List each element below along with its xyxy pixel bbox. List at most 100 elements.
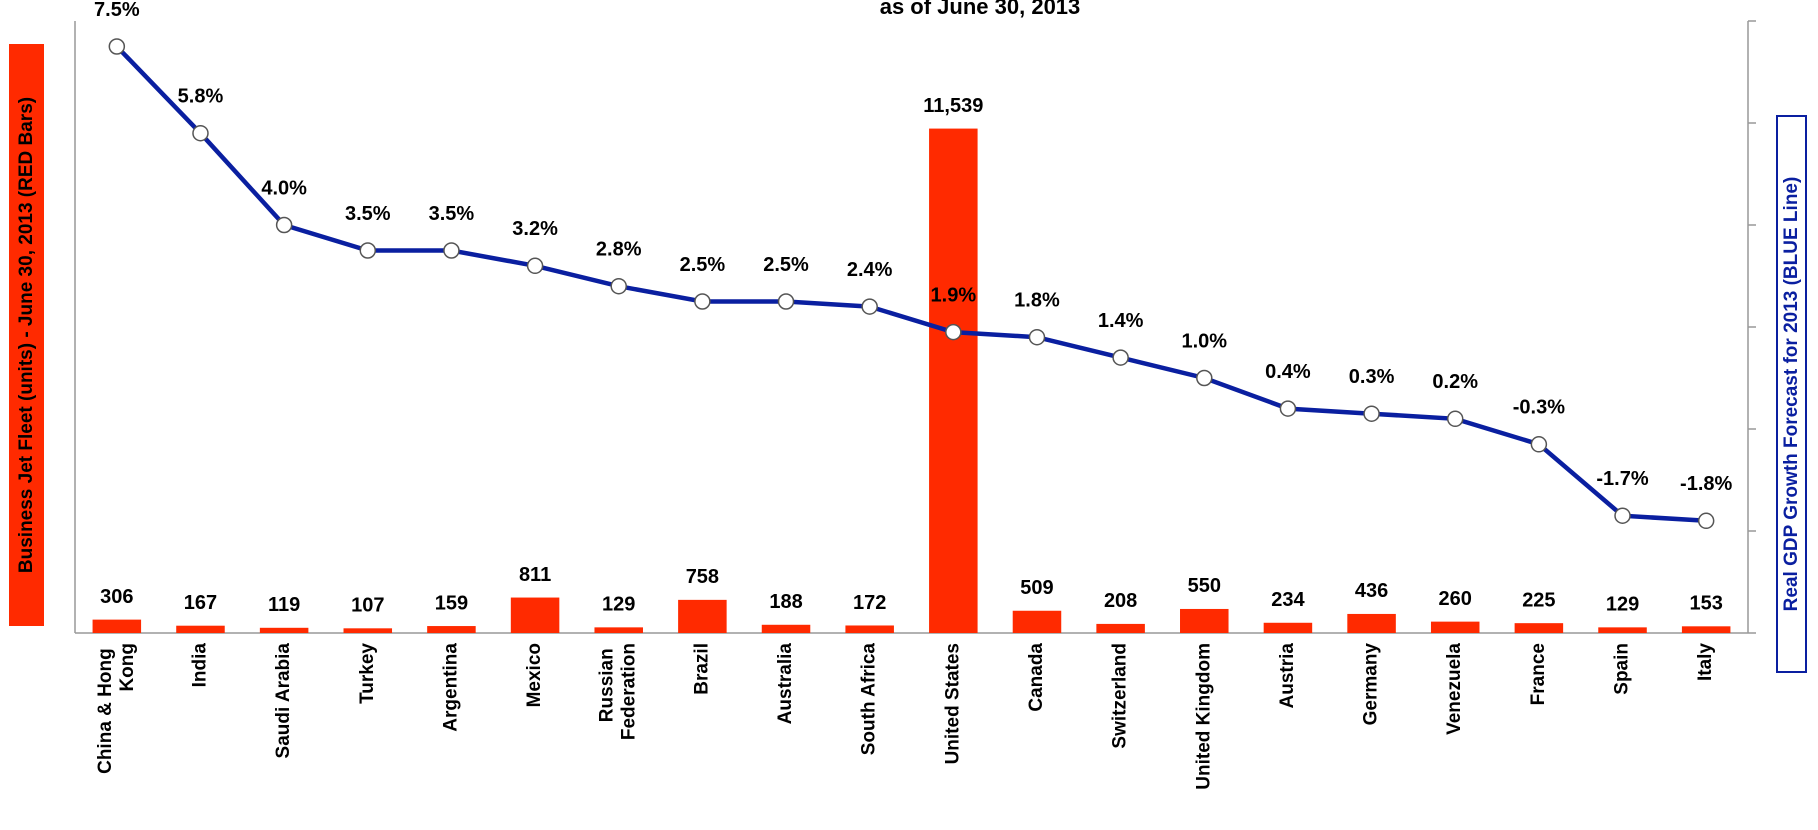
bar-value-label: 159 — [435, 592, 468, 614]
bar-value-label: 129 — [602, 594, 635, 616]
line-value-label: 3.2% — [512, 218, 558, 240]
x-tick-label: Canada — [1026, 643, 1047, 712]
bar-value-label: 436 — [1355, 580, 1388, 602]
line-marker — [108, 38, 126, 55]
line-value-label: 0.2% — [1432, 371, 1478, 393]
x-tick-label: United Kingdom — [1193, 643, 1214, 790]
line-value-label: 2.4% — [847, 259, 893, 281]
bar-value-label: 119 — [268, 594, 300, 616]
line-marker — [1614, 507, 1631, 524]
bar — [761, 624, 811, 633]
line-marker — [1279, 400, 1297, 417]
line-value-label: 1.8% — [1014, 289, 1060, 311]
line-value-label: 7.5% — [94, 0, 140, 21]
bar — [1681, 626, 1731, 633]
bar — [1012, 610, 1062, 633]
bar-value-label: 172 — [853, 592, 886, 614]
bar-value-label: 153 — [1689, 593, 1722, 615]
x-tick-label: Germany — [1361, 643, 1382, 726]
x-tick-label: France — [1528, 643, 1549, 705]
line-value-label: 3.5% — [345, 203, 391, 225]
line-value-label: 0.4% — [1265, 361, 1311, 383]
x-tick-label: Australia — [775, 643, 796, 725]
line-value-label: 0.3% — [1349, 366, 1395, 388]
line-value-label: 1.0% — [1181, 330, 1227, 352]
line-marker — [610, 277, 627, 295]
x-tick-label: Turkey — [357, 643, 378, 704]
line-marker — [1530, 436, 1548, 453]
bar-value-label: 11,539 — [923, 95, 983, 117]
bar-value-label: 550 — [1188, 575, 1221, 597]
y-axis-label: Business Jet Fleet (units) - June 30, 20… — [16, 97, 37, 573]
bar — [92, 619, 142, 633]
bar — [510, 597, 560, 633]
bar — [845, 625, 894, 633]
bar — [259, 627, 309, 633]
bar-value-label: 167 — [184, 592, 217, 614]
bar-value-label: 811 — [519, 564, 551, 586]
x-tick-label: United States — [942, 643, 963, 764]
x-tick-label: Switzerland — [1110, 643, 1131, 749]
chart-title: as of June 30, 2013 — [880, 0, 1081, 19]
bar — [343, 628, 393, 633]
line-marker — [1112, 349, 1129, 366]
bar — [427, 626, 476, 633]
line-value-label: -0.3% — [1513, 397, 1565, 419]
y2-axis-label: Real GDP Growth Forecast for 2013 (BLUE … — [1781, 177, 1802, 612]
line-marker — [359, 242, 377, 259]
y2-label-box — [1776, 115, 1807, 673]
bar-value-label: 234 — [1271, 589, 1305, 611]
bar — [1514, 623, 1564, 633]
bar-value-label: 225 — [1522, 589, 1555, 611]
x-tick-label: Austria — [1277, 643, 1298, 709]
bar-value-label: 188 — [769, 591, 802, 613]
x-tick-label: China & Hong Kong — [95, 643, 138, 774]
bar — [1263, 622, 1313, 633]
line-value-label: 2.5% — [763, 254, 809, 276]
line-value-label: -1.7% — [1596, 468, 1648, 490]
line-value-label: 1.4% — [1098, 310, 1144, 332]
bar — [1347, 613, 1396, 633]
bar-value-label: 758 — [686, 566, 719, 588]
line-marker — [275, 216, 293, 234]
line-value-label: -1.8% — [1680, 473, 1732, 495]
bar — [176, 625, 225, 633]
line-value-label: 3.5% — [429, 203, 475, 225]
x-tick-label: Italy — [1695, 643, 1716, 681]
line-marker — [694, 293, 711, 310]
x-tick-label: Mexico — [524, 643, 545, 707]
line-value-label: 4.0% — [261, 177, 307, 199]
line-value-label: 2.8% — [596, 238, 642, 260]
line-marker — [526, 257, 544, 275]
line-marker — [1028, 328, 1046, 346]
line-marker — [443, 242, 460, 259]
line-marker — [945, 323, 962, 341]
x-tick-label: South Africa — [859, 643, 880, 756]
x-tick-label: Saudi Arabia — [273, 643, 294, 759]
x-tick-label: Argentina — [440, 643, 461, 732]
line — [115, 44, 1707, 524]
line-marker — [192, 124, 209, 142]
x-tick-label: Brazil — [691, 643, 712, 695]
bar-value-label: 509 — [1020, 577, 1053, 599]
line-marker — [1446, 410, 1464, 428]
x-tick-label: Spain — [1612, 643, 1633, 695]
bar — [1096, 623, 1145, 633]
bar — [1598, 627, 1647, 633]
x-tick-label: India — [189, 643, 210, 688]
bar — [594, 627, 643, 633]
line-marker — [1697, 512, 1715, 530]
bar — [1430, 621, 1480, 633]
bar-value-label: 208 — [1104, 590, 1137, 612]
line-value-label: 1.9% — [931, 284, 977, 306]
line-marker — [1196, 369, 1213, 387]
x-tick-label: Russian Federation — [597, 643, 640, 740]
bar — [929, 128, 978, 633]
bar — [1180, 608, 1229, 633]
bar-value-label: 260 — [1439, 588, 1472, 610]
line-marker — [777, 293, 795, 310]
bar-value-label: 306 — [100, 586, 133, 608]
bar-value-label: 129 — [1606, 594, 1639, 616]
line-marker — [861, 298, 878, 315]
